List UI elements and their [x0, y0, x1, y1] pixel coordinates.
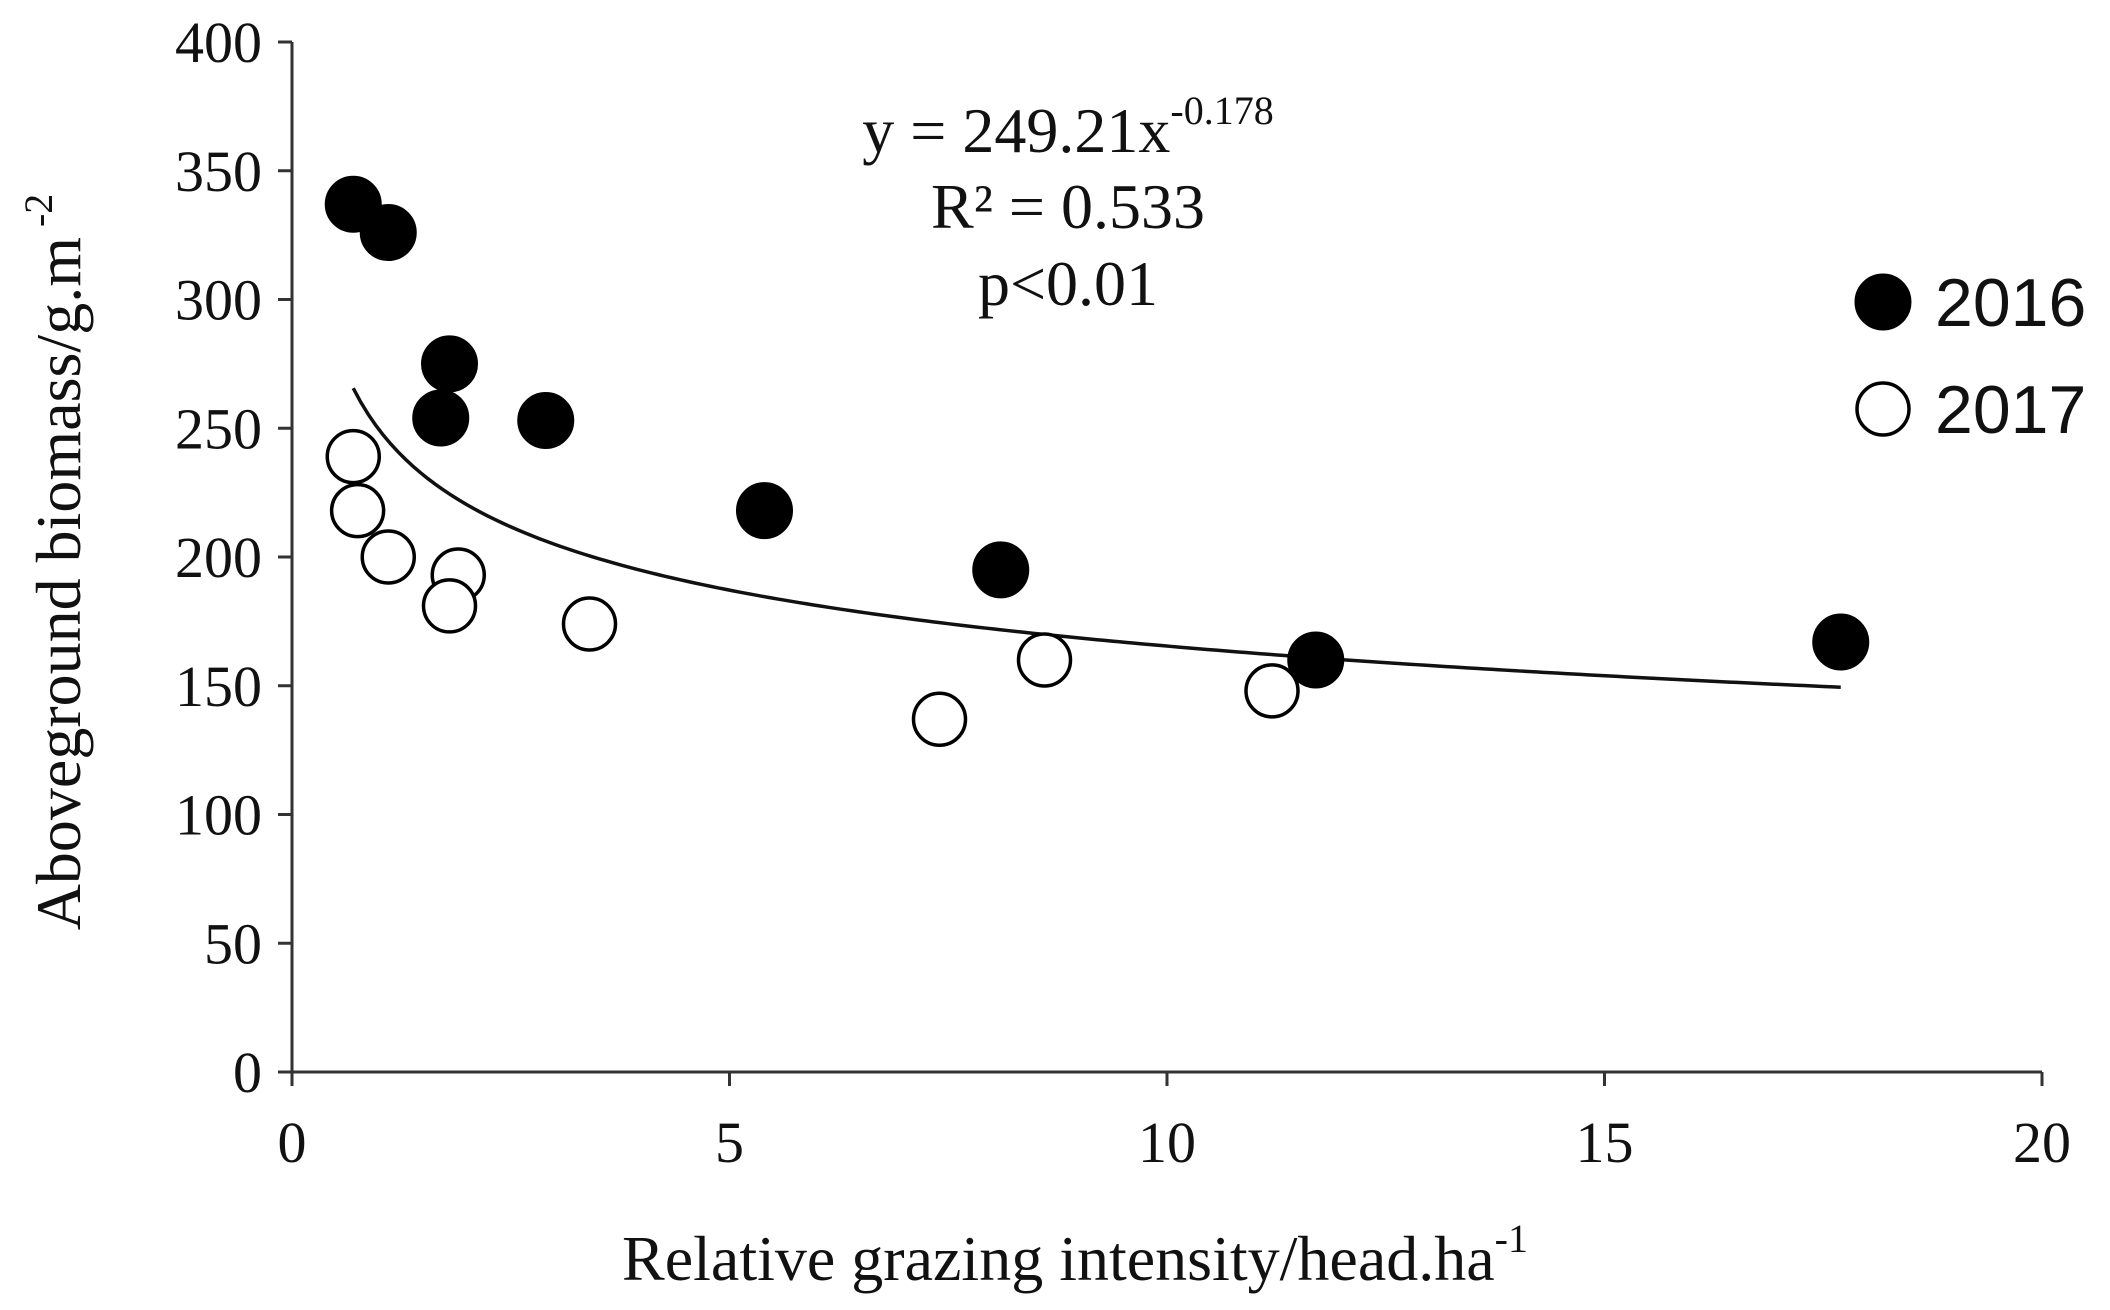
y-tick-label: 250: [175, 396, 262, 461]
legend-label-2017: 2017: [1935, 372, 2086, 448]
power-trendline: [351, 387, 1841, 689]
x-axis-title-sup: -1: [1495, 1216, 1528, 1261]
trend-equation-base: y = 249.21x: [862, 95, 1170, 166]
y-tick-label: 200: [175, 525, 262, 590]
point-2017: [421, 578, 478, 634]
point-2016: [972, 541, 1030, 599]
point-2016: [1287, 631, 1345, 689]
y-tick-label: 400: [175, 10, 262, 75]
trend-equation-exponent: -0.178: [1170, 88, 1273, 133]
point-2016: [359, 204, 417, 262]
point-2016: [1812, 613, 1870, 671]
legend-label-2016: 2016: [1935, 265, 2086, 341]
legend-marker-2016: [1854, 273, 1912, 331]
x-tick-label: 5: [715, 1110, 744, 1175]
x-tick-label: 20: [2013, 1110, 2071, 1175]
point-2017: [911, 691, 968, 747]
trend-r-squared: R² = 0.533: [931, 171, 1205, 242]
y-tick-label: 50: [204, 911, 262, 976]
data-points: [324, 175, 1870, 747]
point-2017: [1016, 632, 1073, 688]
y-tick-label: 100: [175, 783, 262, 848]
legend-marker-2017: [1855, 381, 1911, 437]
point-2016: [736, 482, 793, 540]
x-axis-ticks: 0 5 10 15 20: [278, 1072, 2071, 1175]
x-tick-label: 0: [278, 1110, 307, 1175]
x-axis-title: Relative grazing intensity/head.ha-1: [622, 1216, 1528, 1294]
trend-p-value: p<0.01: [978, 248, 1158, 319]
y-tick-label: 150: [175, 654, 262, 719]
y-axis-title-text: Aboveground biomass/g.m: [23, 237, 94, 930]
point-2017: [325, 428, 381, 485]
y-axis-title-sup: -2: [16, 194, 61, 227]
point-2017: [360, 529, 416, 585]
y-axis-title: Aboveground biomass/g.m -2: [16, 194, 94, 931]
point-2017: [561, 596, 618, 652]
point-2016: [412, 389, 470, 447]
x-tick-label: 10: [1138, 1110, 1196, 1175]
point-2016: [517, 392, 575, 450]
point-2017: [329, 482, 386, 539]
y-tick-label: 0: [233, 1040, 262, 1105]
x-axis-title-text: Relative grazing intensity/head.ha: [622, 1223, 1495, 1294]
y-tick-label: 350: [175, 139, 262, 204]
x-tick-label: 15: [1576, 1110, 1634, 1175]
point-2016: [421, 335, 478, 393]
point-2017: [1244, 663, 1300, 719]
trend-equation: y = 249.21x-0.178: [862, 88, 1273, 166]
legend: 2016 2017: [1854, 265, 2086, 448]
y-tick-label: 300: [175, 268, 262, 333]
y-axis-ticks: 0 50 100 150 200 250 300 350 400: [175, 10, 292, 1105]
